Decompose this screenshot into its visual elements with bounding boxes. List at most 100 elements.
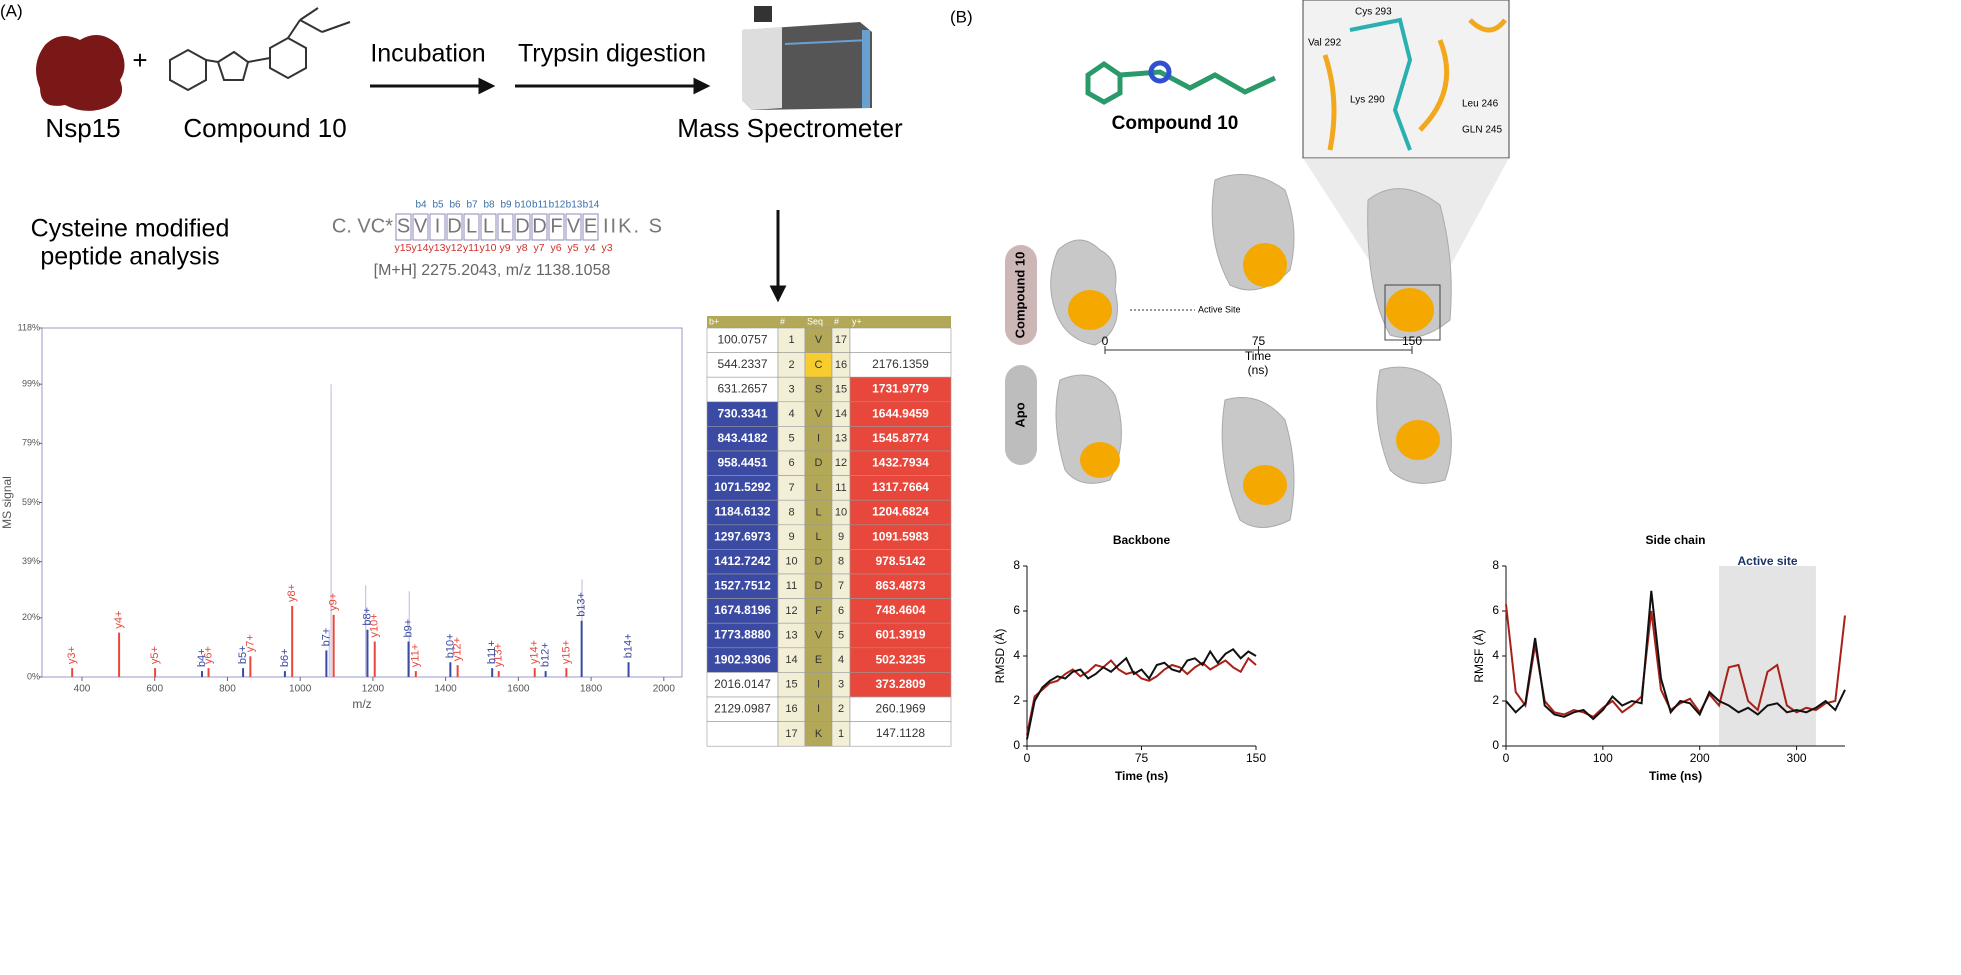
table-header: y+ — [852, 316, 862, 326]
residue-box — [497, 213, 514, 241]
table-text: 17 — [785, 728, 797, 740]
y-tick-label: 4 — [1492, 648, 1499, 662]
peak-label: b10+ — [444, 633, 456, 658]
analysis-label: Cysteine modified — [31, 215, 230, 243]
b-ion-label: b9 — [500, 200, 512, 211]
table-cell — [804, 426, 833, 452]
table-cell — [777, 401, 806, 427]
table-text: 7 — [788, 482, 794, 494]
table-text: 12 — [785, 605, 797, 617]
x-axis-label: Time (ns) — [1649, 769, 1702, 783]
x-axis-label: Time (ns) — [1115, 769, 1168, 783]
table-cell — [804, 499, 833, 526]
table-text: 748.4604 — [875, 603, 925, 617]
table-cell — [849, 622, 952, 649]
table-text: 730.3341 — [717, 406, 767, 420]
table-cell — [849, 524, 952, 550]
peak-label: y14+ — [529, 640, 541, 664]
row-label: Compound 10 — [1012, 252, 1027, 339]
residue-box — [531, 213, 548, 241]
residue: I — [435, 215, 441, 237]
x-tick-label: 400 — [74, 684, 91, 695]
x-tick-label: 2000 — [653, 684, 676, 695]
table-text: D — [815, 556, 823, 568]
table-cell — [706, 721, 779, 747]
compound-label: Compound 10 — [183, 113, 346, 143]
table-header: Seq — [807, 316, 823, 326]
table-cell — [777, 426, 806, 452]
b-ion-label: b12 — [549, 200, 566, 211]
table-cell — [849, 499, 952, 526]
residue-label: Val 292 — [1308, 38, 1342, 49]
y-tick-label: 118% — [18, 322, 40, 332]
table-text: V — [815, 629, 823, 641]
x-tick-label: 800 — [219, 684, 236, 695]
x-tick-label: 0 — [1503, 751, 1510, 765]
table-text: 1 — [788, 334, 794, 346]
y-ion-label: y10 — [480, 242, 497, 254]
y-ion-label: y3 — [601, 242, 612, 254]
analysis-label: peptide analysis — [40, 243, 219, 271]
residue-box — [463, 213, 480, 241]
table-text: E — [815, 654, 822, 666]
table-text: S — [815, 383, 822, 395]
table-cell — [804, 401, 833, 427]
table-text: 1184.6132 — [714, 505, 770, 519]
x-axis-label: m/z — [352, 697, 371, 711]
residue: D — [447, 215, 461, 237]
y-tick-label: 99% — [22, 379, 40, 389]
table-text: 4 — [788, 408, 794, 420]
peak-label: b11+ — [486, 640, 498, 664]
table-text: 863.4873 — [875, 578, 925, 592]
table-text: 9 — [788, 531, 794, 543]
panel-label: (B) — [950, 7, 973, 26]
y-ion-label: y4 — [584, 242, 595, 254]
table-text: 1527.7512 — [714, 578, 771, 592]
peak-label: b6+ — [279, 648, 291, 667]
residue-box — [446, 213, 463, 241]
table-cell — [777, 376, 806, 403]
table-text: 1902.9306 — [714, 652, 771, 666]
b-ion-label: b8 — [483, 200, 495, 211]
zoom-source — [1384, 284, 1441, 341]
residue-label: GLN 245 — [1462, 125, 1502, 136]
table-text: 13 — [785, 629, 797, 641]
peptide-suffix: IIK. S — [603, 215, 664, 237]
mass-spectrometer-icon — [742, 6, 872, 110]
table-cell — [804, 327, 833, 353]
residue-label: Lys 290 — [1350, 95, 1385, 106]
arrows — [370, 77, 787, 303]
table-text: 16 — [835, 359, 847, 371]
table-text: I — [817, 433, 820, 445]
table-cell — [706, 647, 779, 673]
table-cell — [804, 376, 833, 403]
y-axis-label: RMSF (Å) — [1471, 629, 1486, 682]
b-ion-label: b13 — [566, 200, 583, 211]
b-ion-label: b5 — [432, 200, 444, 211]
residue-box — [548, 213, 565, 241]
table-text: 11 — [786, 580, 797, 592]
peak-label: b9+ — [402, 619, 414, 638]
table-cell — [777, 573, 806, 599]
table-text: 1297.6973 — [714, 529, 771, 543]
table-header: # — [834, 316, 839, 326]
table-text: 10 — [785, 556, 797, 568]
y-tick-label: 20% — [22, 612, 40, 622]
table-text: 2 — [838, 703, 844, 715]
zoom-residues — [1322, 17, 1507, 151]
table-text: 1773.8880 — [714, 628, 771, 642]
residue: V — [414, 215, 428, 237]
y-tick-label: 4 — [1013, 648, 1020, 662]
chart-title: Side chain — [1645, 533, 1705, 547]
table-text: 17 — [835, 334, 847, 346]
table-text: 8 — [788, 506, 794, 518]
table-header: # — [780, 316, 785, 326]
table-cell — [849, 696, 952, 722]
peak-label: y11+ — [410, 644, 422, 667]
table-text: 373.2809 — [875, 677, 925, 691]
b-ion-label: b7 — [466, 200, 478, 211]
y-ion-label: y14 — [412, 242, 429, 254]
table-cell — [777, 598, 806, 624]
residue-box — [582, 213, 599, 241]
table-text: F — [815, 605, 822, 617]
